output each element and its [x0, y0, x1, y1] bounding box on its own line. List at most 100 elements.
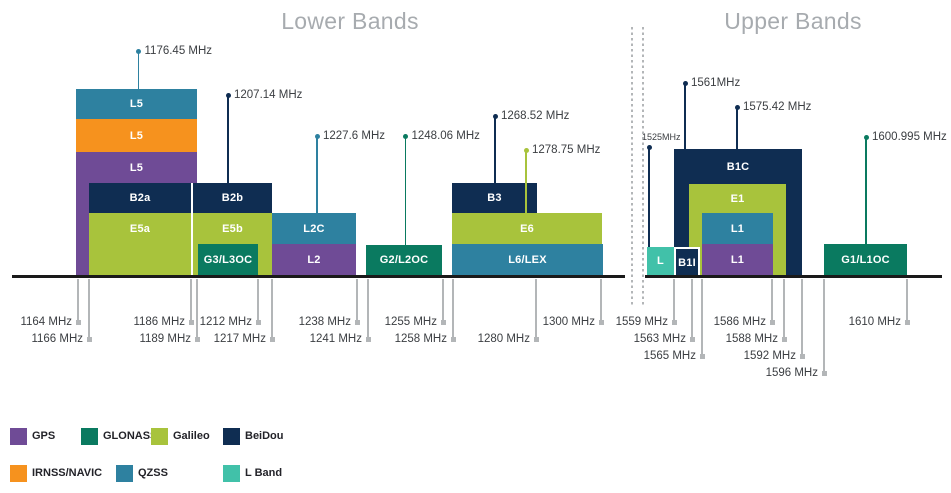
marker-line-1166-mhz — [88, 279, 90, 339]
marker-line-1586-mhz — [771, 279, 773, 322]
band-label-g1-l1oc: G1/L1OC — [841, 253, 890, 266]
band-label-l5: L5 — [129, 98, 144, 110]
band-label-l: L — [657, 255, 664, 267]
marker-label-1592-mhz: 1592 MHz — [743, 350, 796, 362]
marker-label-1588-mhz: 1588 MHz — [725, 333, 778, 345]
marker-label-1563-mhz: 1563 MHz — [633, 333, 686, 345]
legend-swatch-beidou — [223, 428, 240, 445]
band-b2a-beidou: B2a — [89, 183, 191, 213]
marker-dot-1166-mhz — [86, 336, 92, 342]
marker-line-1565-mhz — [701, 279, 703, 356]
marker-dot-1255-mhz — [440, 319, 446, 325]
marker-label-1164-mhz: 1164 MHz — [20, 316, 72, 328]
band-l5-qzss: L5 — [76, 89, 197, 119]
marker-dot-1600-995-mhz — [863, 134, 869, 140]
marker-dot-1280-mhz — [533, 336, 539, 342]
marker-label-1278-75-mhz: 1278.75 MHz — [532, 144, 601, 156]
lower-bands-title: Lower Bands — [281, 8, 419, 34]
marker-line-1300-mhz — [600, 279, 602, 322]
stack-divider — [190, 183, 193, 275]
band-label-g2-l2oc: G2/L2OC — [379, 254, 429, 266]
marker-line-1164-mhz — [77, 279, 79, 322]
marker-label-1586-mhz: 1586 MHz — [713, 316, 766, 328]
marker-line-1241-mhz — [367, 279, 369, 339]
marker-dot-1217-mhz — [269, 336, 275, 342]
band-label-e6: E6 — [520, 222, 534, 235]
legend-swatch-galileo — [151, 428, 168, 445]
marker-dot-1176-45-mhz — [136, 48, 141, 54]
legend-swatch-l-band — [223, 465, 240, 482]
band-label-b1i: B1I — [678, 257, 696, 269]
band-label-l2c: L2C — [303, 222, 325, 235]
marker-line-1176-45-mhz — [137, 51, 140, 89]
marker-line-1561mhz — [684, 83, 686, 149]
marker-line-1186-mhz — [190, 279, 192, 322]
band-label-b2a: B2a — [129, 192, 151, 204]
marker-label-1559-mhz: 1559 MHz — [615, 316, 668, 328]
marker-dot-1227-6-mhz — [314, 133, 320, 139]
marker-dot-1575-42-mhz — [734, 104, 740, 110]
axis-break-line-2 — [642, 27, 644, 305]
band-label-b2b: B2b — [221, 192, 244, 204]
band-b1i-beidou: B1I — [674, 247, 700, 275]
band-label-b1c: B1C — [726, 160, 750, 173]
marker-dot-1238-mhz — [354, 319, 360, 325]
marker-dot-1525mhz — [646, 144, 652, 150]
marker-label-1280-mhz: 1280 MHz — [477, 333, 530, 345]
marker-dot-1592-mhz — [799, 353, 805, 359]
legend-label-qzss: QZSS — [138, 467, 168, 479]
marker-dot-1596-mhz — [821, 370, 827, 376]
marker-dot-1563-mhz — [689, 336, 695, 342]
band-label-l5: L5 — [129, 161, 144, 174]
marker-line-1268-52-mhz — [494, 116, 496, 183]
marker-label-1176-45-mhz: 1176.45 MHz — [144, 45, 213, 57]
marker-label-1565-mhz: 1565 MHz — [643, 350, 696, 362]
band-l2-gps: L2 — [272, 244, 356, 275]
legend-swatch-gps — [10, 428, 27, 445]
band-label-l1: L1 — [730, 253, 745, 266]
marker-label-1217-mhz: 1217 MHz — [213, 333, 266, 345]
marker-line-1525mhz — [648, 147, 650, 247]
marker-line-1212-mhz — [257, 279, 259, 322]
marker-dot-1207-14-mhz — [225, 92, 231, 98]
marker-dot-1212-mhz — [255, 319, 261, 325]
marker-line-1278-75-mhz — [525, 150, 527, 213]
legend-swatch-irnss-navic — [10, 465, 27, 482]
marker-label-1268-52-mhz: 1268.52 MHz — [501, 110, 570, 122]
marker-dot-1268-52-mhz — [492, 113, 498, 119]
marker-dot-1610-mhz — [904, 319, 910, 325]
legend-label-beidou: BeiDou — [245, 430, 284, 442]
band-e6-galileo: E6 — [452, 213, 602, 244]
marker-line-1227-6-mhz — [316, 136, 318, 213]
marker-line-1563-mhz — [691, 279, 693, 339]
marker-dot-1186-mhz — [188, 319, 194, 325]
marker-label-1189-mhz: 1189 MHz — [139, 333, 191, 345]
marker-line-1575-42-mhz — [736, 107, 738, 149]
band-l5-irnss: L5 — [76, 119, 197, 152]
band-l6-lex-qzss: L6/LEX — [452, 244, 603, 275]
band-b3-beidou: B3 — [452, 183, 537, 213]
marker-line-1189-mhz — [196, 279, 198, 339]
marker-line-1596-mhz — [823, 279, 825, 373]
marker-label-1561mhz: 1561MHz — [691, 77, 741, 89]
legend-label-gps: GPS — [32, 430, 56, 442]
band-label-b3: B3 — [487, 192, 502, 204]
marker-label-1575-42-mhz: 1575.42 MHz — [743, 101, 812, 113]
band-l1-qzss: L1 — [702, 213, 773, 244]
legend-label-galileo: Galileo — [173, 430, 210, 442]
marker-line-1248-06-mhz — [404, 136, 407, 245]
marker-label-1212-mhz: 1212 MHz — [199, 316, 252, 328]
marker-label-1227-6-mhz: 1227.6 MHz — [323, 130, 386, 142]
marker-line-1588-mhz — [783, 279, 785, 339]
band-label-e5b: E5b — [222, 222, 243, 235]
legend-label-glonass: GLONASS — [103, 430, 158, 442]
marker-line-1258-mhz — [452, 279, 454, 339]
marker-label-1241-mhz: 1241 MHz — [309, 333, 362, 345]
marker-line-1592-mhz — [801, 279, 803, 356]
marker-label-1186-mhz: 1186 MHz — [133, 316, 185, 328]
band-label-g3-l3oc: G3/L3OC — [203, 253, 253, 266]
marker-dot-1588-mhz — [781, 336, 787, 342]
band-g3-l3oc-glonass: G3/L3OC — [198, 244, 258, 275]
marker-label-1207-14-mhz: 1207.14 MHz — [234, 89, 303, 101]
